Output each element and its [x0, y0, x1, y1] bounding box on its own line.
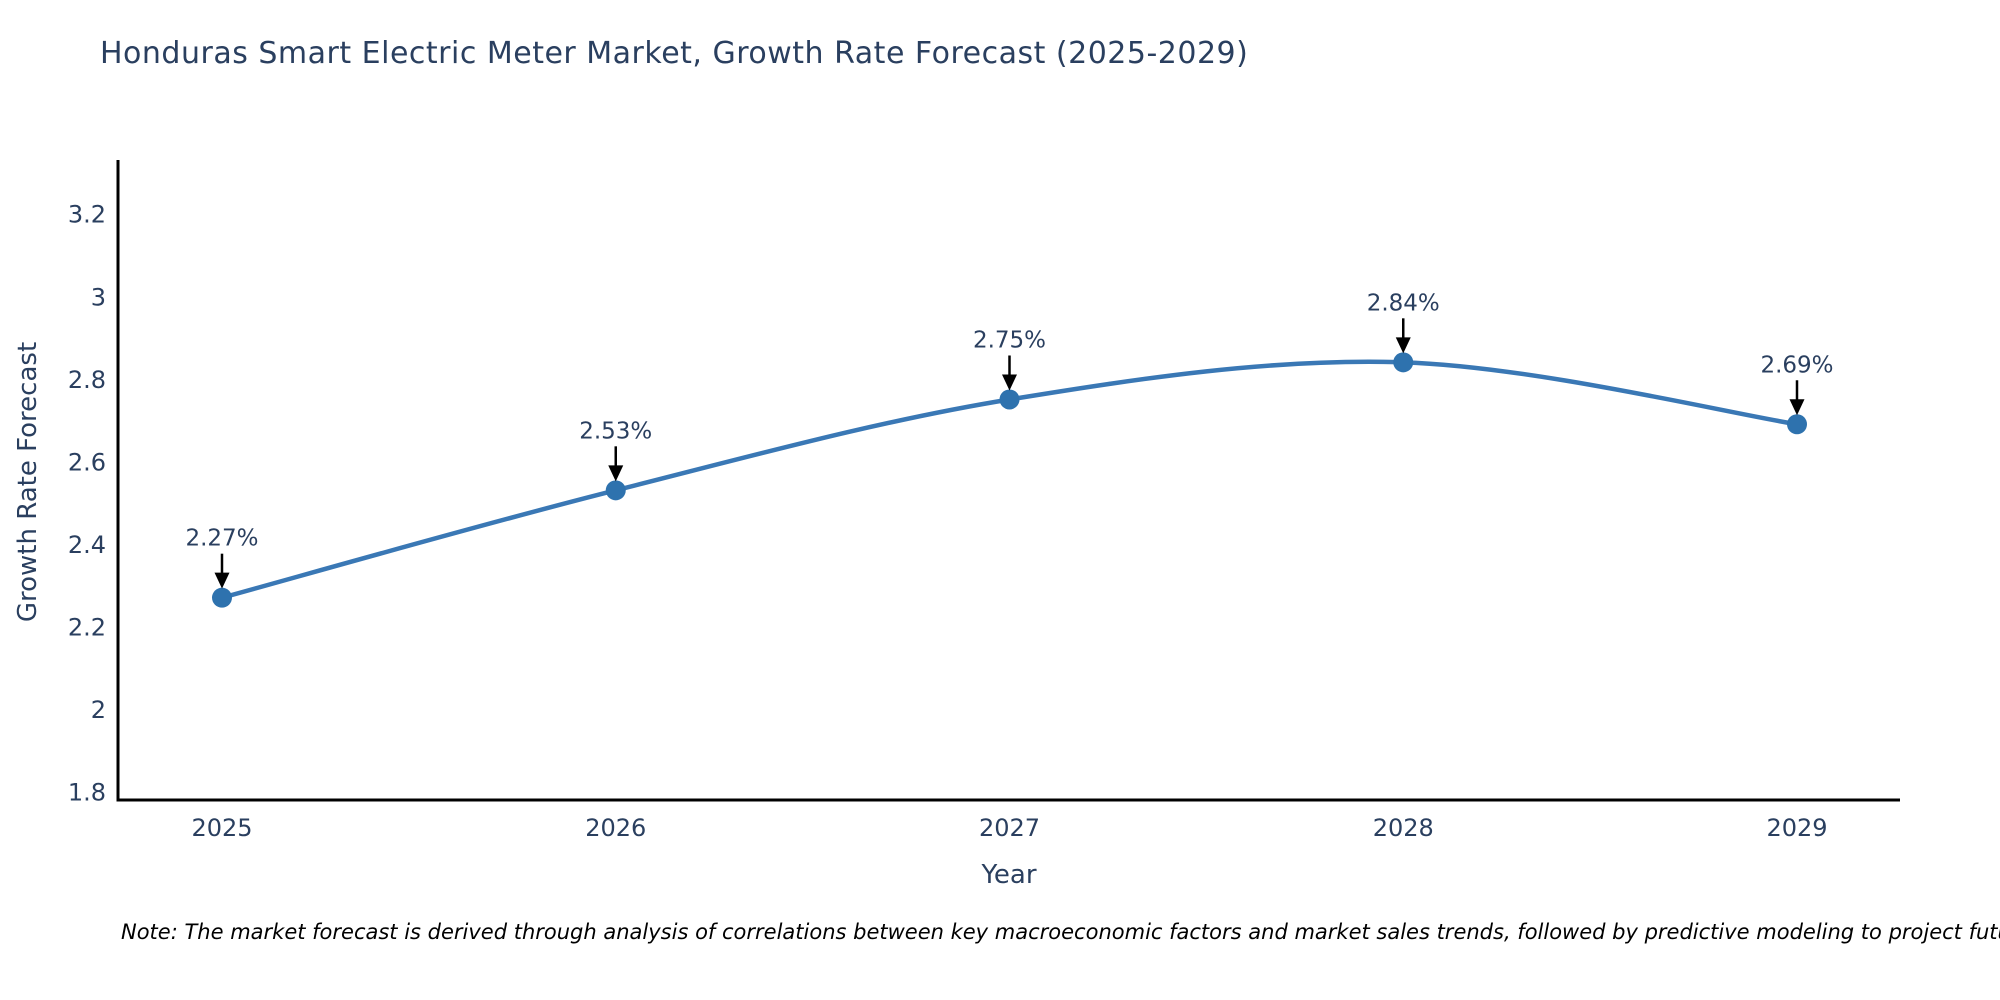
- point-value-label: 2.84%: [1367, 290, 1440, 316]
- y-tick-label: 2.8: [68, 366, 106, 394]
- data-point-marker: [999, 389, 1020, 410]
- point-value-label: 2.75%: [973, 327, 1046, 353]
- point-value-label: 2.53%: [579, 418, 652, 444]
- y-axis-title: Growth Rate Forecast: [13, 341, 43, 623]
- data-point-marker: [1787, 414, 1807, 435]
- point-value-label: 2.27%: [185, 526, 258, 552]
- data-point-marker: [212, 587, 232, 608]
- annotation-arrowhead-icon: [214, 572, 230, 589]
- y-tick-label: 3: [91, 283, 106, 311]
- y-tick-label: 2.6: [68, 448, 106, 476]
- annotation-arrowhead-icon: [608, 465, 624, 482]
- x-tick-label: 2028: [1373, 814, 1434, 842]
- data-point-marker: [605, 480, 626, 501]
- data-point-marker: [1393, 352, 1414, 373]
- y-tick-label: 2: [91, 696, 106, 724]
- y-tick-label: 3.2: [68, 201, 106, 229]
- x-tick-label: 2029: [1766, 814, 1827, 842]
- x-axis-title: Year: [981, 860, 1037, 890]
- footnote: Note: The market forecast is derived thr…: [121, 920, 2000, 944]
- annotation-arrowhead-icon: [1789, 399, 1805, 416]
- chart-title: Honduras Smart Electric Meter Market, Gr…: [100, 36, 1249, 71]
- x-tick-label: 2025: [191, 814, 252, 842]
- x-tick-label: 2026: [585, 814, 646, 842]
- annotation-arrowhead-icon: [1002, 374, 1017, 391]
- x-tick-label: 2027: [979, 814, 1040, 842]
- y-tick-label: 1.8: [68, 779, 106, 807]
- y-tick-label: 2.4: [68, 531, 106, 559]
- point-value-label: 2.69%: [1760, 352, 1833, 378]
- y-tick-label: 2.2: [68, 614, 106, 642]
- annotation-arrowhead-icon: [1395, 337, 1411, 354]
